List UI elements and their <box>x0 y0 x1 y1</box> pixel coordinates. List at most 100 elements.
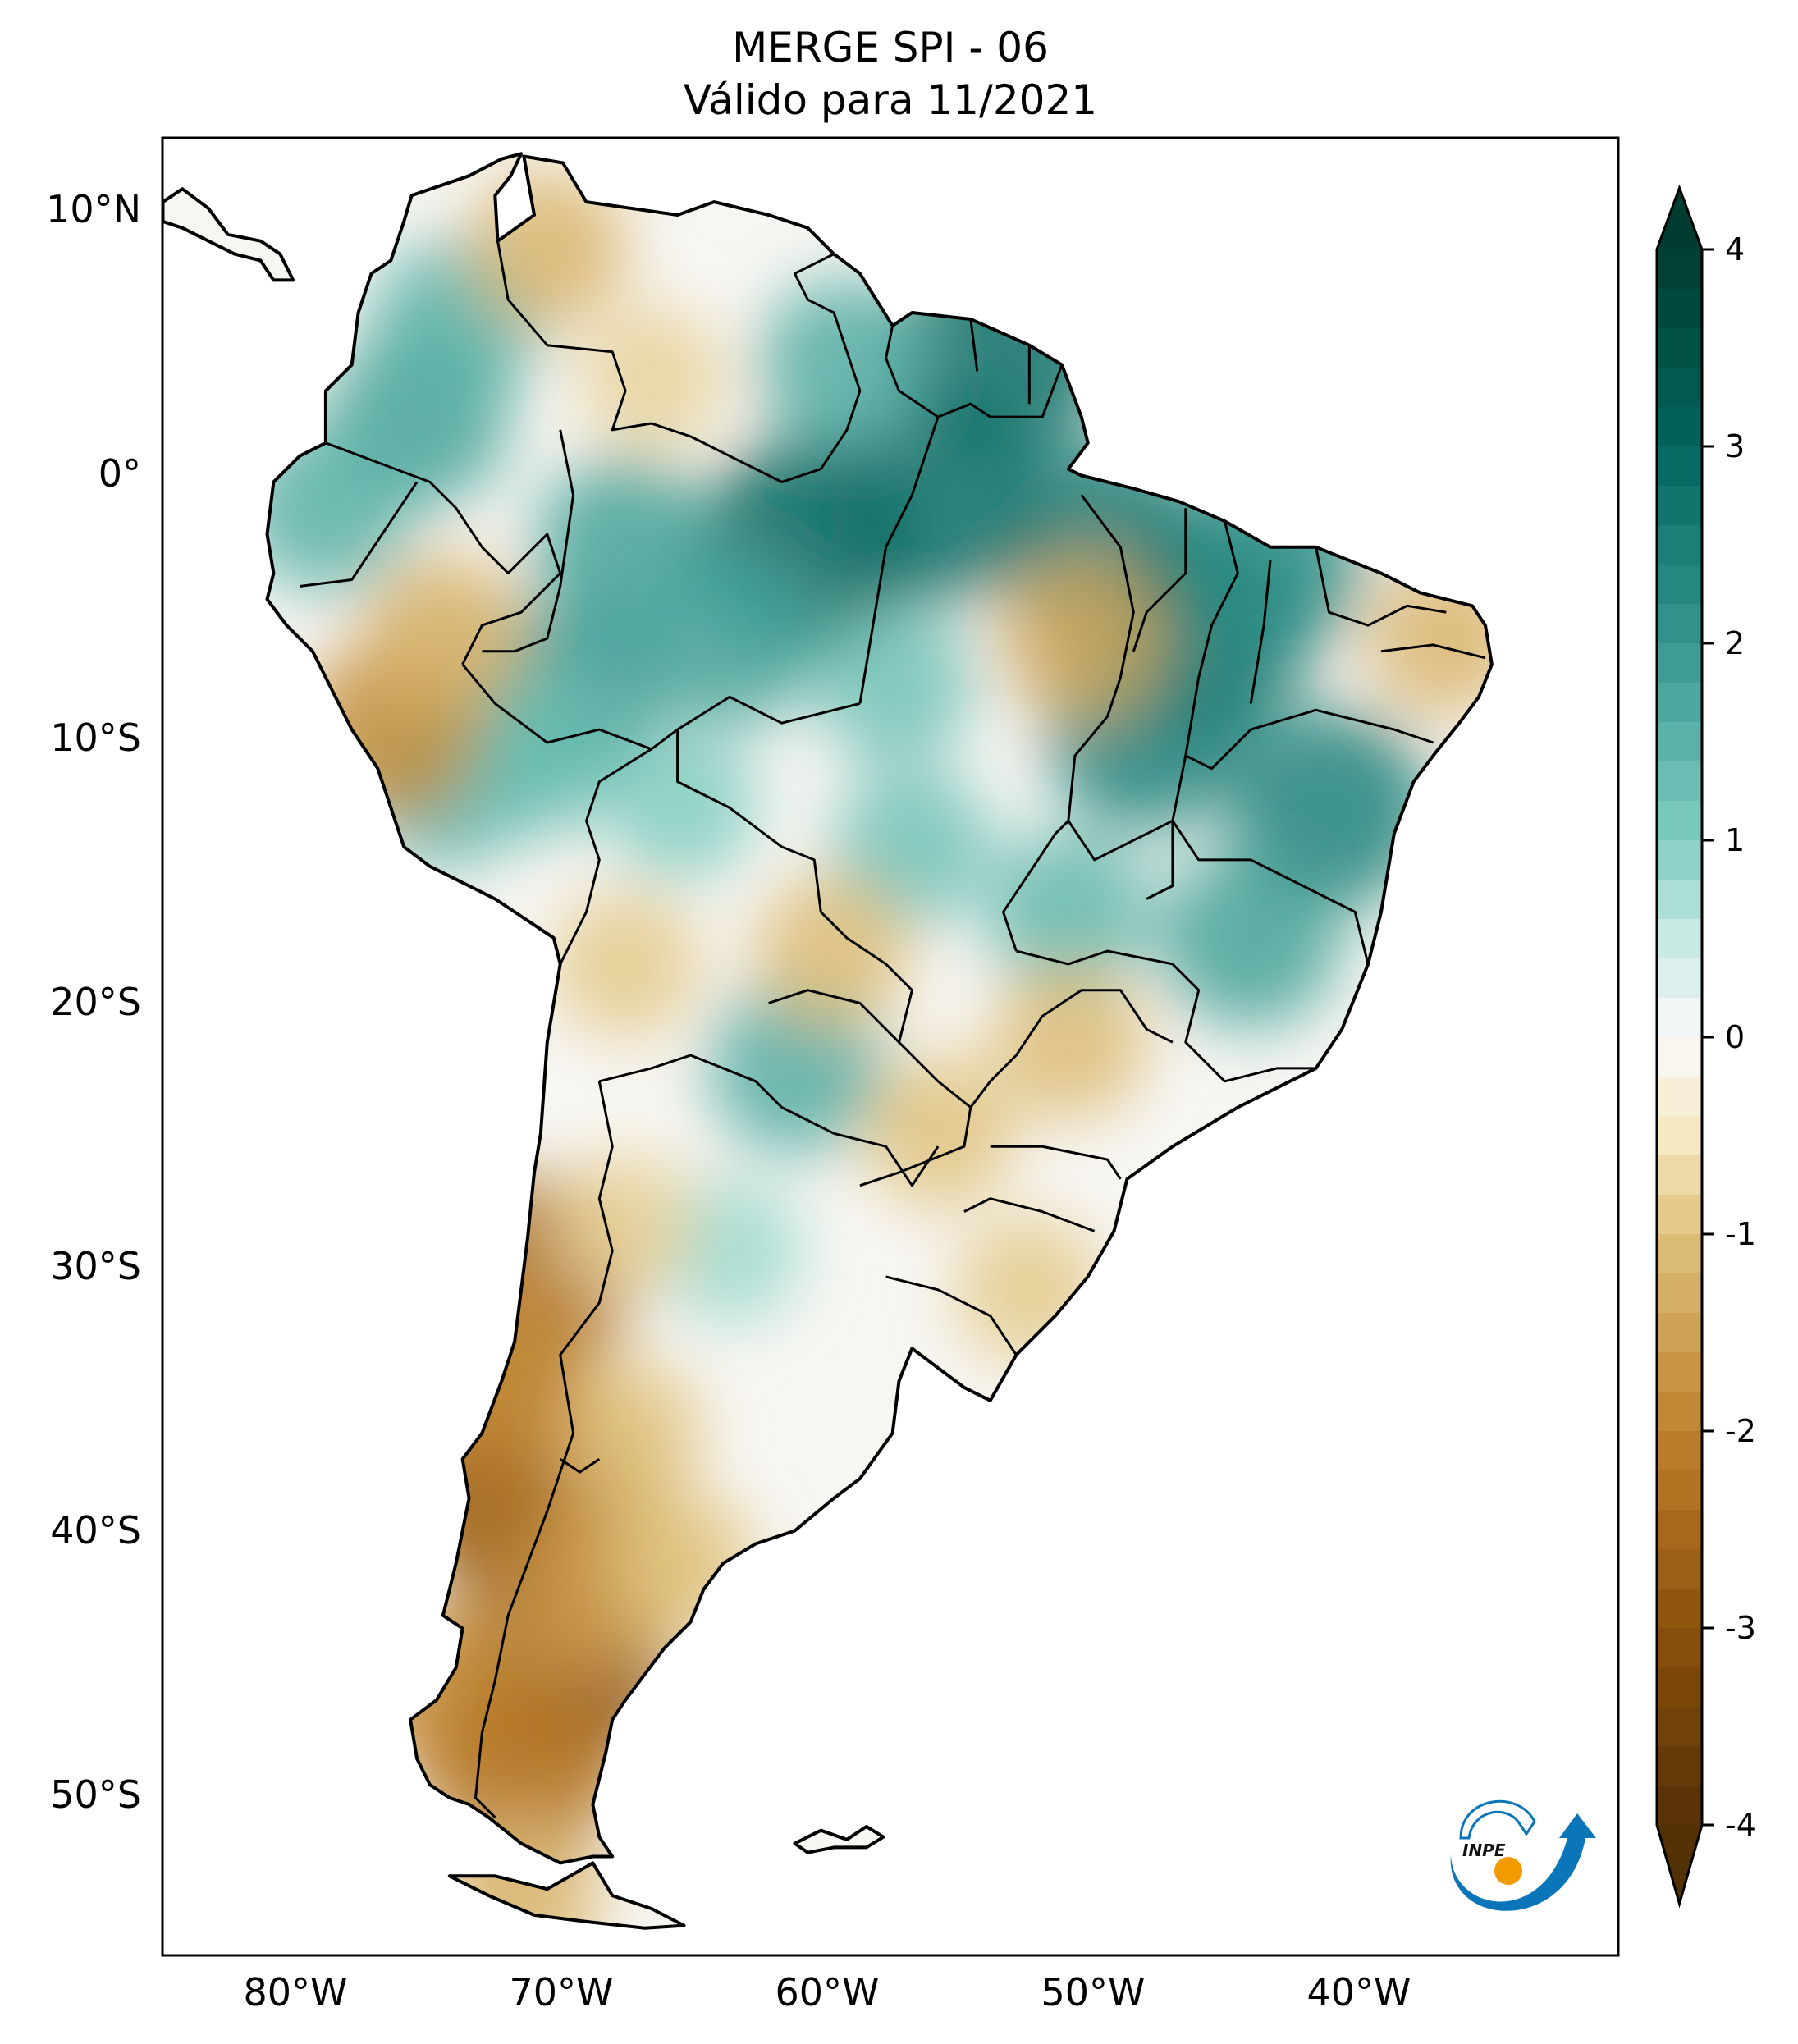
spi-sample <box>991 964 1147 1119</box>
colorbar-extend-min <box>1657 1825 1702 1904</box>
country-border <box>990 1145 1122 1180</box>
colorbar-segment <box>1657 1077 1702 1117</box>
country-border <box>676 729 822 912</box>
x-tick-label: 60°W <box>775 1970 879 2014</box>
spi-sample <box>549 1356 701 1508</box>
spi-sample <box>755 874 910 1030</box>
colorbar-segment <box>1657 1431 1702 1471</box>
y-tick-label: 10°N <box>46 187 141 231</box>
colorbar-segment <box>1657 604 1702 644</box>
spi-sample <box>553 1151 698 1296</box>
colorbar-segment <box>1657 1786 1702 1826</box>
spi-sample <box>579 306 724 450</box>
y-tick-label: 10°S <box>50 716 141 760</box>
colorbar-segment <box>1657 1470 1702 1511</box>
chart-title: MERGE SPI - 06 <box>732 24 1049 71</box>
spi-sample <box>605 728 757 880</box>
colorbar-segment <box>1657 1195 1702 1235</box>
country-border <box>963 1197 1096 1232</box>
country-border <box>559 748 652 965</box>
colorbar-segment <box>1657 880 1702 920</box>
country-border <box>768 989 900 1044</box>
country-border <box>885 325 1064 418</box>
colorbar-tick-label: 3 <box>1725 428 1745 464</box>
colorbar-tick-label: 0 <box>1725 1019 1745 1055</box>
colorbar-segment <box>1657 801 1702 841</box>
colorbar-segment <box>1657 1273 1702 1314</box>
country-border <box>820 911 972 1187</box>
spi-sample <box>454 674 616 838</box>
x-tick-label: 70°W <box>509 1970 613 2014</box>
spi-sample <box>1160 848 1340 1029</box>
spi-sample <box>602 1488 754 1640</box>
y-tick-label: 40°S <box>50 1508 141 1552</box>
spi-field <box>162 153 1492 1928</box>
colorbar-segment <box>1657 919 1702 959</box>
country-border <box>461 663 861 751</box>
logo-sun-icon <box>1494 1857 1522 1885</box>
spi-sample <box>1000 554 1165 720</box>
colorbar-segment <box>1657 722 1702 762</box>
x-tick-label: 40°W <box>1306 1970 1411 2014</box>
chart-subtitle: Válido para 11/2021 <box>683 76 1098 124</box>
colorbar-segment <box>1657 368 1702 408</box>
logo-text: INPE <box>1462 1841 1506 1860</box>
colorbar-segment <box>1657 1116 1702 1156</box>
colorbar-tick-label: -2 <box>1725 1413 1756 1449</box>
spi-sample <box>240 423 409 592</box>
country-border <box>300 481 419 588</box>
country-border <box>1016 949 1316 1083</box>
colorbar-segment <box>1657 1037 1702 1077</box>
spi-sample <box>469 169 628 328</box>
colorbar-segment <box>1657 1549 1702 1589</box>
x-axis: 80°W 70°W 60°W 50°W 40°W <box>243 1970 1411 2014</box>
colorbar: 4 3 2 1 0 -1 -2 -3 -4 <box>1655 184 1756 1909</box>
colorbar-segment <box>1657 1313 1702 1353</box>
country-border <box>885 1275 1018 1356</box>
colorbar-segment <box>1657 761 1702 802</box>
colorbar-segment <box>1657 1707 1702 1747</box>
spi-sample <box>442 1823 601 1928</box>
logo-arrow-icon <box>1450 1813 1596 1911</box>
spi-sample <box>551 891 699 1039</box>
colorbar-tick-label: 4 <box>1725 231 1745 268</box>
spi-sample <box>638 547 819 728</box>
country-border <box>1067 494 1174 862</box>
logo-swirl-icon <box>1459 1799 1536 1840</box>
country-border <box>1132 508 1187 652</box>
spi-sample <box>1169 469 1363 664</box>
country-border <box>689 253 862 483</box>
spi-sample <box>1367 558 1492 717</box>
y-tick-label: 30°S <box>50 1244 141 1288</box>
x-tick-label: 50°W <box>1041 1970 1145 2014</box>
colorbar-tick-label: -1 <box>1725 1216 1756 1252</box>
y-tick-label: 20°S <box>50 980 141 1024</box>
country-border <box>474 1081 614 1818</box>
colorbar-segment <box>1657 407 1702 447</box>
coastline <box>162 152 1494 1930</box>
x-tick-label: 80°W <box>243 1970 347 2014</box>
country-border <box>496 240 691 438</box>
country-border <box>559 1457 601 1474</box>
colorbar-segment <box>1657 1234 1702 1274</box>
colorbar-segment <box>1657 998 1702 1038</box>
colorbar-segment <box>1657 328 1702 368</box>
colorbar-segment <box>1657 1667 1702 1708</box>
spi-sample <box>363 556 526 719</box>
colorbar-segment <box>1657 1352 1702 1392</box>
colorbar-segment <box>1657 1392 1702 1432</box>
map-frame <box>161 136 1620 1957</box>
y-tick-label: 50°S <box>50 1772 141 1817</box>
colorbar-segment <box>1657 1155 1702 1196</box>
country-border <box>858 416 940 704</box>
country-border <box>598 1054 940 1187</box>
colorbar-extend-max <box>1657 188 1702 249</box>
colorbar-segment <box>1657 486 1702 526</box>
colorbar-segment <box>1657 840 1702 880</box>
colorbar-segment <box>1657 565 1702 605</box>
colorbar-tick-label: 2 <box>1725 625 1745 661</box>
colorbar-segment <box>1657 1510 1702 1550</box>
map-area <box>162 152 1494 1930</box>
spi-sample <box>814 606 973 764</box>
spi-sample <box>403 1280 587 1464</box>
